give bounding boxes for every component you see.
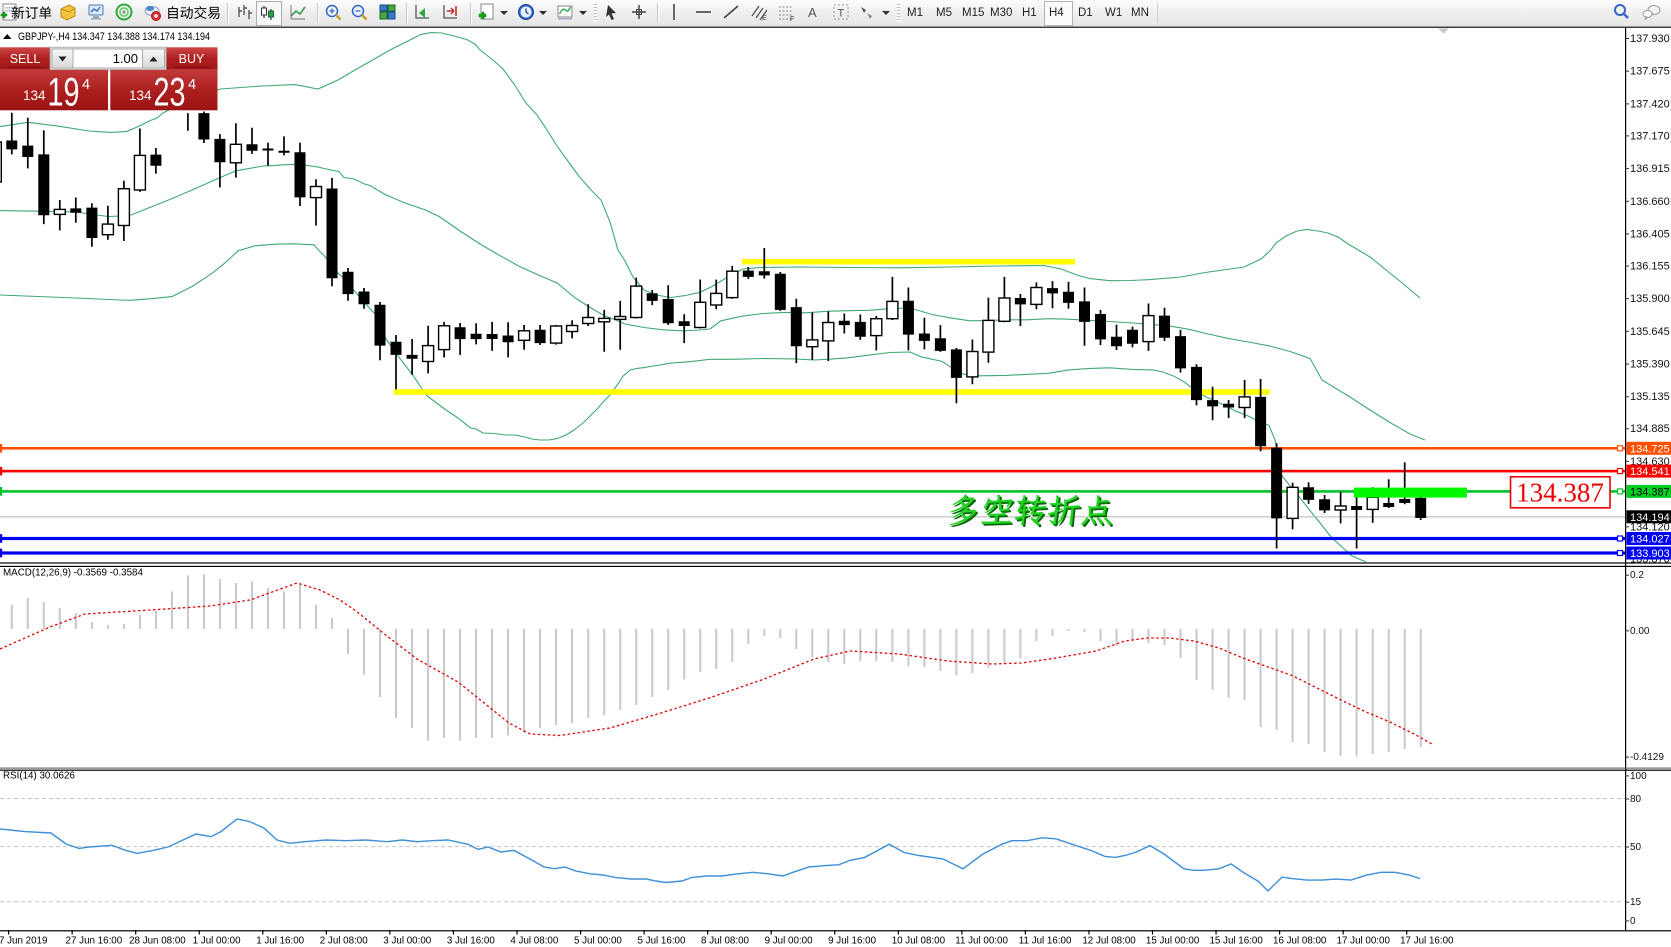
svg-text:137.930: 137.930 bbox=[1630, 33, 1670, 45]
svg-text:137.170: 137.170 bbox=[1630, 130, 1670, 142]
svg-text:10 Jul 08:00: 10 Jul 08:00 bbox=[892, 936, 946, 947]
svg-text:1 Jul 00:00: 1 Jul 00:00 bbox=[193, 936, 241, 947]
svg-text:RSI(14) 30.0626: RSI(14) 30.0626 bbox=[3, 771, 75, 782]
svg-text:135.900: 135.900 bbox=[1630, 293, 1670, 305]
svg-text:136.405: 136.405 bbox=[1630, 228, 1670, 240]
svg-text:T: T bbox=[838, 8, 845, 20]
svg-text:137.675: 137.675 bbox=[1630, 66, 1670, 78]
svg-text:19: 19 bbox=[48, 71, 80, 115]
svg-text:27 Jun 2019: 27 Jun 2019 bbox=[0, 936, 47, 947]
svg-text:134.885: 134.885 bbox=[1630, 423, 1670, 435]
svg-text:F: F bbox=[790, 16, 794, 23]
svg-text:50: 50 bbox=[1630, 842, 1642, 853]
svg-text:11 Jul 16:00: 11 Jul 16:00 bbox=[1019, 936, 1072, 947]
svg-text:1.00: 1.00 bbox=[113, 51, 138, 66]
svg-text:GBPJPY-,H4 134.347 134.388 13: GBPJPY-,H4 134.347 134.388 134.174 134.1… bbox=[18, 31, 210, 43]
svg-text:134.120: 134.120 bbox=[1630, 521, 1670, 533]
svg-text:15: 15 bbox=[1630, 897, 1642, 908]
svg-text:BUY: BUY bbox=[179, 52, 205, 66]
svg-text:0.00: 0.00 bbox=[1630, 626, 1650, 637]
svg-text:-0.4129: -0.4129 bbox=[1630, 752, 1664, 763]
svg-text:5 Jul 16:00: 5 Jul 16:00 bbox=[638, 936, 686, 947]
svg-text:134.387: 134.387 bbox=[1516, 478, 1604, 508]
svg-text:15 Jul 00:00: 15 Jul 00:00 bbox=[1146, 936, 1200, 947]
svg-text:134.027: 134.027 bbox=[1630, 534, 1670, 546]
svg-text:136.155: 136.155 bbox=[1630, 261, 1670, 273]
svg-text:12 Jul 08:00: 12 Jul 08:00 bbox=[1082, 936, 1136, 947]
svg-text:4: 4 bbox=[188, 77, 196, 93]
svg-text:1 Jul 16:00: 1 Jul 16:00 bbox=[256, 936, 304, 947]
svg-text:8 Jul 08:00: 8 Jul 08:00 bbox=[701, 936, 749, 947]
svg-text:134.541: 134.541 bbox=[1630, 466, 1670, 478]
svg-text:15 Jul 16:00: 15 Jul 16:00 bbox=[1209, 936, 1263, 947]
svg-text:MACD(12,26,9) -0.3569 -0.3584: MACD(12,26,9) -0.3569 -0.3584 bbox=[3, 568, 144, 579]
svg-text:3 Jul 16:00: 3 Jul 16:00 bbox=[447, 936, 495, 947]
svg-text:134.194: 134.194 bbox=[1630, 512, 1670, 524]
svg-text:23: 23 bbox=[154, 71, 186, 115]
svg-text:16 Jul 08:00: 16 Jul 08:00 bbox=[1273, 936, 1327, 947]
svg-text:17 Jul 16:00: 17 Jul 16:00 bbox=[1400, 936, 1454, 947]
svg-text:9 Jul 00:00: 9 Jul 00:00 bbox=[765, 936, 813, 947]
svg-text:0.2: 0.2 bbox=[1630, 570, 1644, 581]
svg-text:4: 4 bbox=[82, 77, 90, 93]
svg-text:11 Jul 00:00: 11 Jul 00:00 bbox=[955, 936, 1008, 947]
svg-text:136.660: 136.660 bbox=[1630, 196, 1670, 208]
svg-text:133.903: 133.903 bbox=[1630, 548, 1670, 560]
svg-text:135.645: 135.645 bbox=[1630, 326, 1670, 338]
svg-text:0: 0 bbox=[1630, 916, 1636, 927]
svg-text:134.725: 134.725 bbox=[1630, 443, 1670, 455]
svg-text:134: 134 bbox=[23, 88, 46, 103]
svg-text:100: 100 bbox=[1630, 771, 1647, 782]
svg-text:137.420: 137.420 bbox=[1630, 98, 1670, 110]
svg-text:135.390: 135.390 bbox=[1630, 359, 1670, 371]
svg-text:134: 134 bbox=[129, 88, 152, 103]
svg-text:4 Jul 08:00: 4 Jul 08:00 bbox=[510, 936, 558, 947]
svg-text:80: 80 bbox=[1630, 794, 1642, 805]
svg-text:135.135: 135.135 bbox=[1630, 391, 1670, 403]
svg-text:9 Jul 16:00: 9 Jul 16:00 bbox=[828, 936, 876, 947]
svg-text:SELL: SELL bbox=[10, 52, 41, 66]
svg-text:3 Jul 00:00: 3 Jul 00:00 bbox=[383, 936, 431, 947]
svg-text:2 Jul 08:00: 2 Jul 08:00 bbox=[320, 936, 368, 947]
svg-text:27 Jun 16:00: 27 Jun 16:00 bbox=[66, 936, 123, 947]
svg-text:136.915: 136.915 bbox=[1630, 163, 1670, 175]
svg-text:134.387: 134.387 bbox=[1630, 486, 1670, 498]
svg-text:5 Jul 00:00: 5 Jul 00:00 bbox=[574, 936, 622, 947]
svg-text:28 Jun 08:00: 28 Jun 08:00 bbox=[129, 936, 186, 947]
svg-text:17 Jul 00:00: 17 Jul 00:00 bbox=[1337, 936, 1391, 947]
svg-text:E: E bbox=[762, 15, 767, 22]
